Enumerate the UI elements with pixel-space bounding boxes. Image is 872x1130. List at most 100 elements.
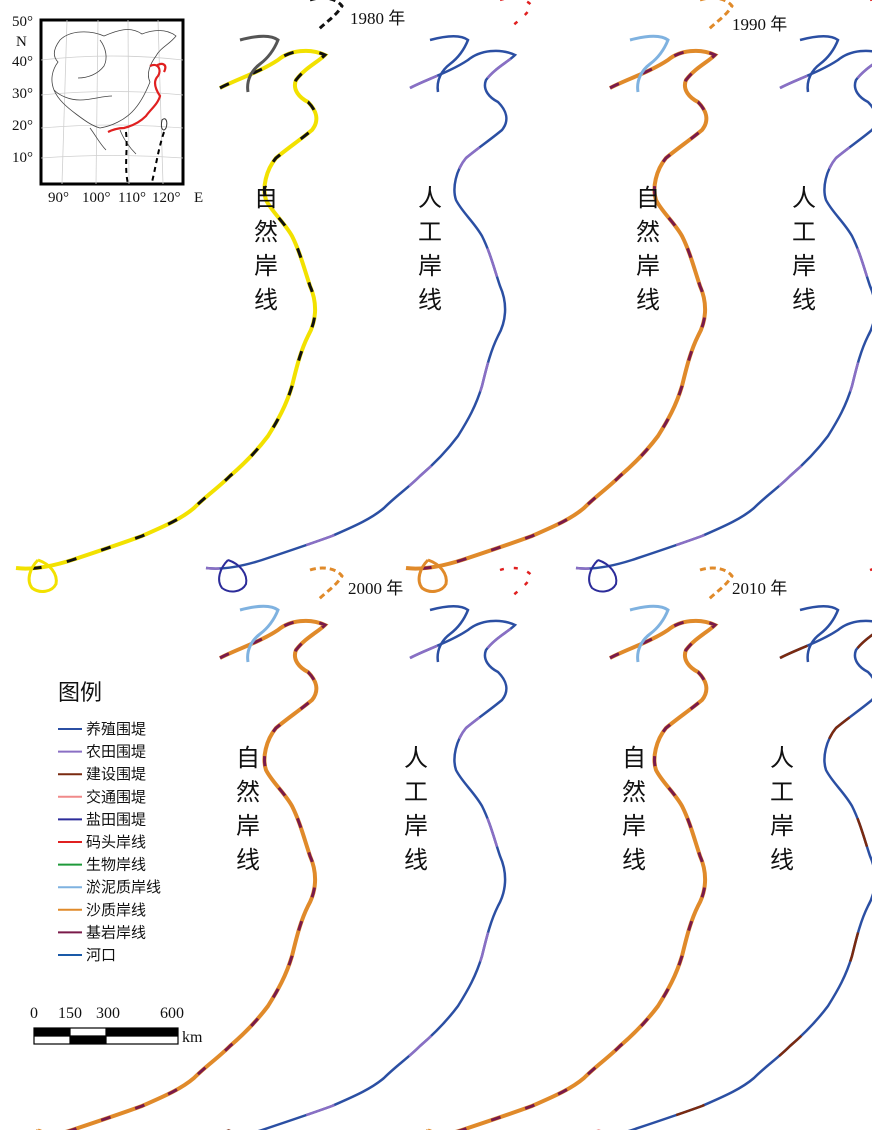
artificial-coastline-label-char: 岸: [404, 812, 428, 840]
inset-latitude-label: 50°: [12, 14, 33, 30]
artificial-coastline-label-char: 线: [418, 286, 442, 314]
artificial-coastline-label-char: 人: [770, 744, 794, 772]
inset-dashed-boundary: [125, 131, 165, 185]
inset-longitude-label: 90°: [48, 190, 69, 206]
natural-coastline-secondary: [404, 619, 717, 1130]
legend-item: 码头岸线: [58, 833, 146, 851]
artificial-coastline: [574, 619, 872, 1130]
artificial-coastline: [574, 49, 872, 570]
natural-coastline-liaodong: [698, 566, 734, 602]
natural-coastline-label-char: 线: [236, 846, 260, 874]
legend-label: 沙质岸线: [86, 901, 146, 919]
legend-label: 生物岸线: [86, 856, 146, 874]
natural-coastline-label-char: 自: [636, 184, 660, 212]
legend-item: 河口: [58, 946, 116, 964]
legend-item: 盐田围堤: [58, 810, 146, 828]
artificial-coastline-label-char: 工: [418, 218, 442, 246]
legend-label: 养殖围堤: [86, 720, 146, 738]
inset-taiwan: [161, 118, 168, 131]
scale-unit: km: [182, 1029, 203, 1046]
year-label: 1990 年: [732, 15, 787, 34]
inset-graticule: [40, 19, 184, 185]
natural-coastline-label-char: 线: [254, 286, 278, 314]
natural-coastline-label-char: 自: [254, 184, 278, 212]
legend-item: 农田围堤: [58, 743, 146, 761]
artificial-coastline-label-char: 岸: [792, 252, 816, 280]
artificial-coastline-label-char: 人: [418, 184, 442, 212]
legend-item: 生物岸线: [58, 856, 146, 874]
inset-longitude-label: E: [194, 190, 203, 206]
legend-label: 农田围堤: [86, 743, 146, 761]
scale-label: 150: [58, 1005, 82, 1022]
inset-latitude-label: 30°: [12, 86, 33, 102]
legend-label: 码头岸线: [86, 833, 146, 851]
legend-title: 图例: [58, 681, 102, 706]
year-label: 1980 年: [350, 9, 405, 28]
inset-longitude-labels: 90° 100° 110° 120° E: [48, 190, 203, 206]
inset-china-coast: [107, 62, 167, 133]
artificial-coastline-label-char: 线: [792, 286, 816, 314]
artificial-coastline-label-char: 工: [770, 778, 794, 806]
natural-coastline-map: [14, 566, 344, 1130]
natural-coastline: [404, 48, 717, 571]
artificial-coastline-label-char: 人: [792, 184, 816, 212]
natural-coastline-label-char: 然: [236, 778, 260, 806]
natural-coastline-label-char: 岸: [236, 812, 260, 840]
inset-latitude-label: N: [16, 34, 27, 50]
inset-locator-map: 50° N 40° 30° 20° 10° 90° 100° 110° 120° E: [12, 14, 203, 206]
legend-label: 河口: [86, 946, 116, 964]
inset-latitude-label: 40°: [12, 54, 33, 70]
natural-coastline-label-char: 线: [622, 846, 646, 874]
legend-label: 盐田围堤: [86, 810, 146, 828]
natural-coastline-liaodong: [308, 566, 344, 602]
scale-bar-segment-3: [106, 1028, 178, 1036]
legend-item: 养殖围堤: [58, 720, 146, 738]
artificial-coastline-label-char: 线: [770, 846, 794, 874]
natural-coastline-liaodong: [308, 0, 344, 32]
legend-label: 建设围堤: [86, 765, 146, 783]
natural-coastline-map: [404, 0, 734, 593]
scale-label: 0: [30, 1005, 38, 1022]
natural-coastline-label-char: 自: [622, 744, 646, 772]
legend-label: 交通围堤: [86, 788, 146, 806]
inset-latitude-labels: 50° N 40° 30° 20° 10°: [12, 14, 33, 166]
artificial-coastline-map: [574, 0, 872, 593]
legend-item: 沙质岸线: [58, 901, 146, 919]
natural-coastline: [404, 618, 717, 1130]
legend-item: 建设围堤: [58, 765, 146, 783]
scale-bar: 0 150 300 600 km: [30, 1005, 203, 1046]
legend-item: 淤泥质岸线: [58, 878, 161, 896]
inset-latitude-label: 20°: [12, 118, 33, 134]
scale-label: 600: [160, 1005, 184, 1022]
legend-item: 基岩岸线: [58, 923, 146, 941]
artificial-coastline-secondary: [204, 619, 517, 1130]
natural-coastline-label-char: 然: [636, 218, 660, 246]
legend-label: 淤泥质岸线: [86, 878, 161, 896]
legend-item: 交通围堤: [58, 788, 146, 806]
inset-longitude-label: 100°: [82, 190, 111, 206]
scale-bar-segment-2: [70, 1036, 106, 1044]
natural-coastline-label-char: 自: [236, 744, 260, 772]
natural-coastline-label-char: 岸: [636, 252, 660, 280]
artificial-coastline-label-char: 人: [404, 744, 428, 772]
artificial-coastline: [204, 49, 517, 570]
inset-latitude-label: 10°: [12, 150, 33, 166]
inset-longitude-label: 120°: [152, 190, 181, 206]
natural-coastline-label-char: 然: [622, 778, 646, 806]
artificial-coastline-label-char: 工: [404, 778, 428, 806]
artificial-coastline-label-char: 岸: [770, 812, 794, 840]
artificial-coastline-label-char: 工: [792, 218, 816, 246]
year-label: 2000 年: [348, 579, 403, 598]
natural-coastline-label-char: 然: [254, 218, 278, 246]
artificial-coastline-liaodong: [498, 566, 534, 602]
inset-longitude-label: 110°: [118, 190, 146, 206]
artificial-coastline-secondary: [574, 619, 872, 1130]
artificial-coastline-liaodong: [498, 0, 534, 32]
year-label: 2010 年: [732, 579, 787, 598]
artificial-coastline-secondary: [204, 49, 517, 570]
